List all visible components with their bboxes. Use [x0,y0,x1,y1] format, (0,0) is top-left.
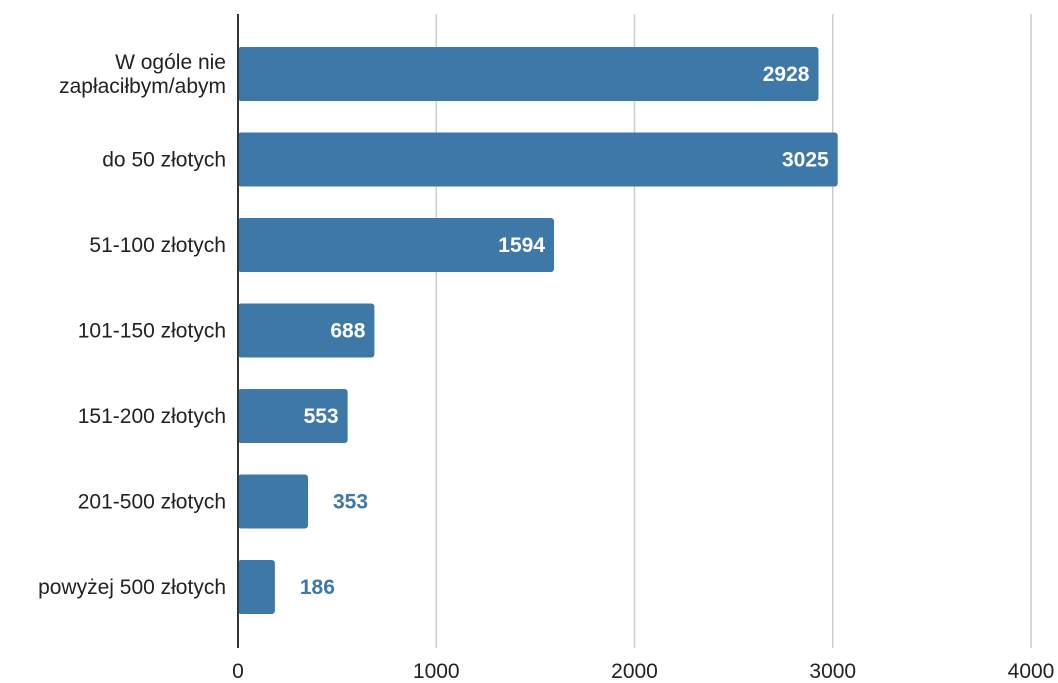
category-label-1: do 50 złotych [102,149,226,172]
bar-value-label-4: 553 [304,405,339,428]
x-tick-label-1000: 1000 [413,660,460,683]
gridlines [435,14,1032,648]
x-tick-label-3000: 3000 [809,660,856,683]
bar-value-label-2: 1594 [498,234,545,257]
bar-value-label-5: 353 [333,491,368,514]
category-label-3: 101-150 złotych [78,320,226,343]
bar-value-label-0: 2928 [763,63,810,86]
labels: 0 1000 2000 3000 4000 2928 W ogóle niezapłacił… [38,51,1054,683]
bar-0 [238,47,819,101]
category-label-5: 201-500 złotych [78,491,226,514]
x-tick-label-4000: 4000 [1008,660,1055,683]
bar-3 [238,303,375,358]
x-tick-label-2000: 2000 [611,660,658,683]
category-label-2: 51-100 złotych [89,234,226,257]
bar-value-label-3: 688 [330,320,365,343]
x-tick-label-0: 0 [232,660,244,683]
category-label-0-line-1: zapłaciłbym/abym [59,75,226,98]
bar-value-label-6: 186 [300,576,335,599]
bar-value-label-1: 3025 [782,149,829,172]
bars [238,47,838,614]
bar-5 [238,474,308,529]
bar-6 [238,560,275,614]
bar-4 [238,389,348,443]
category-label-0-line-0: W ogóle nie [115,51,226,74]
bar-1 [238,132,838,187]
category-label-4: 151-200 złotych [78,405,226,428]
category-label-6: powyżej 500 złotych [38,576,226,599]
bar-2 [238,218,555,272]
